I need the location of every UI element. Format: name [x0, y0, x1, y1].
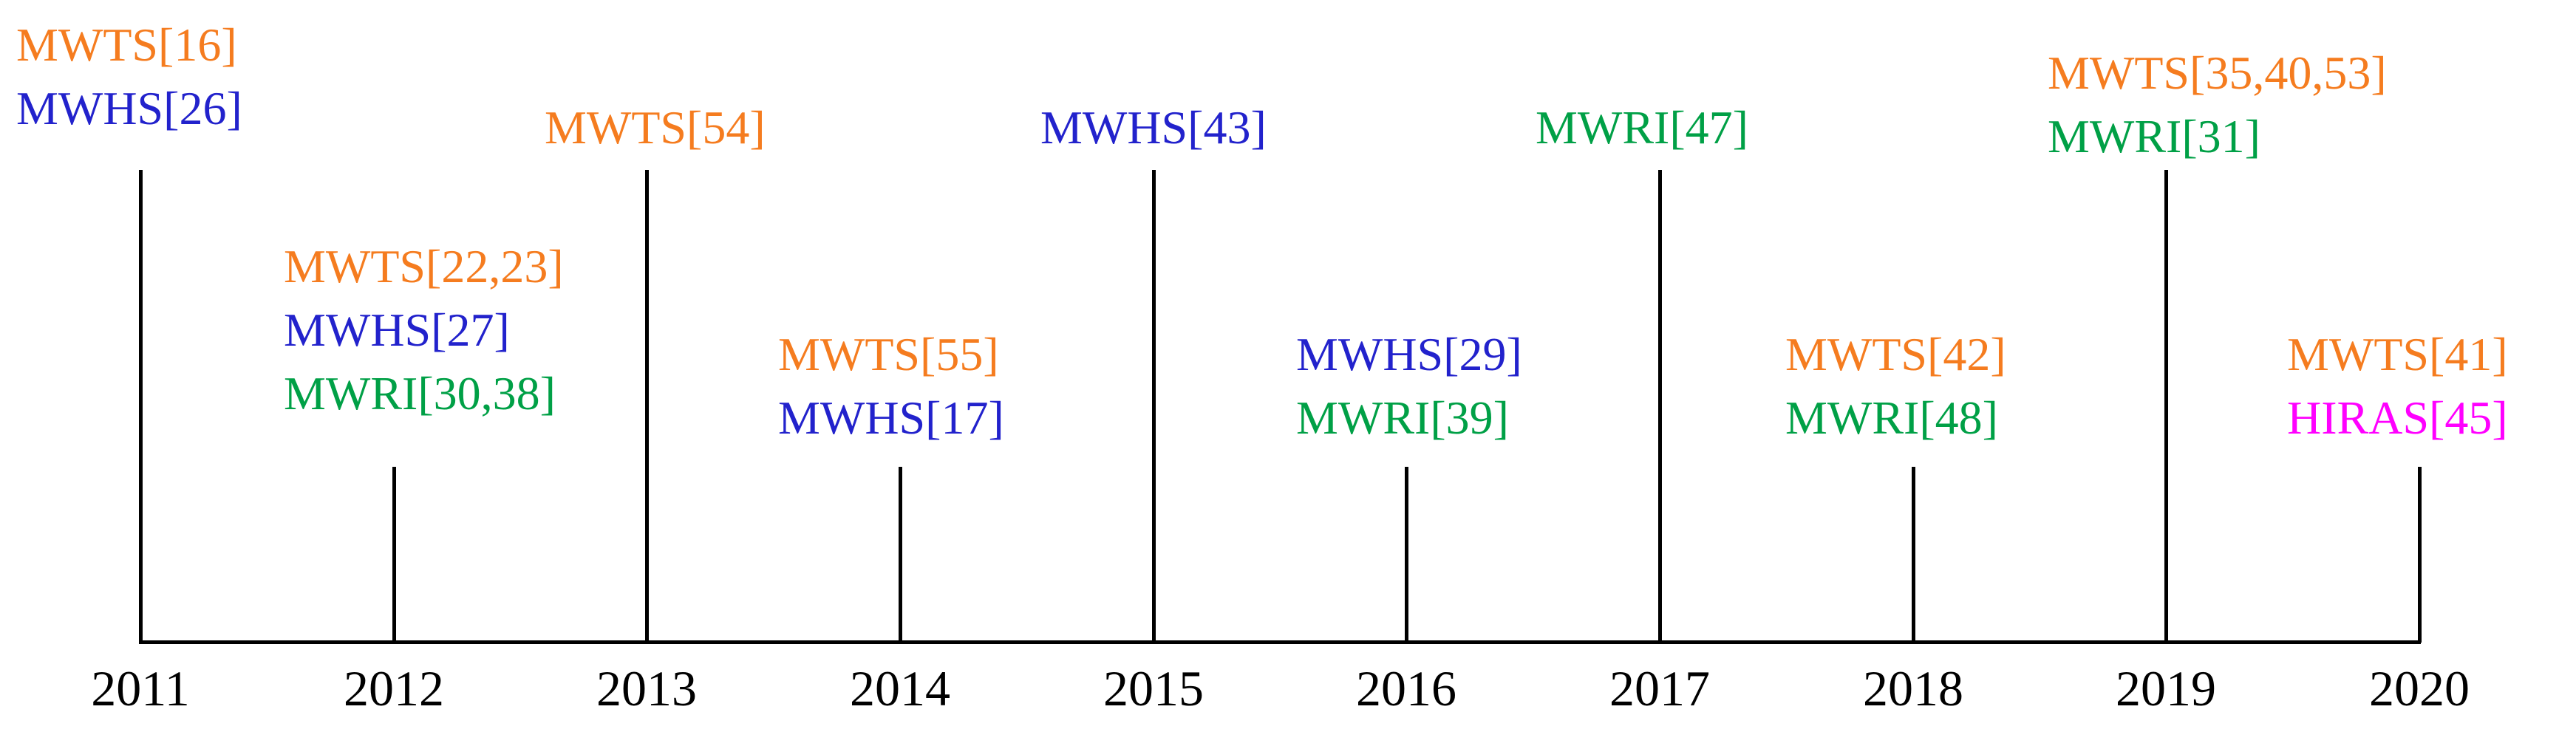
event-labels-2016: MWHS[29] MWRI[39]	[1296, 323, 1522, 450]
timeline-axis	[139, 640, 2421, 644]
event-labels-2018: MWTS[42] MWRI[48]	[1785, 323, 2006, 450]
tick-2019	[2164, 170, 2168, 643]
event-labels-2019: MWTS[35,40,53] MWRI[31]	[2048, 41, 2387, 168]
tick-2020	[2418, 467, 2422, 643]
event-label: MWRI[47]	[1536, 101, 1748, 154]
event-labels-2013: MWTS[54]	[545, 96, 766, 160]
year-label-2012: 2012	[344, 660, 444, 716]
year-label-2016: 2016	[1356, 660, 1456, 716]
event-label: HIRAS[45]	[2287, 391, 2508, 444]
event-label: MWTS[41]	[2287, 328, 2508, 380]
tick-2011	[139, 170, 143, 643]
event-label: MWTS[54]	[545, 101, 766, 154]
tick-2013	[645, 170, 649, 643]
tick-2012	[392, 467, 396, 643]
event-labels-2015: MWHS[43]	[1040, 96, 1267, 160]
year-label-2011: 2011	[91, 660, 190, 716]
event-label: MWRI[30,38]	[284, 367, 556, 420]
year-label-2020: 2020	[2369, 660, 2470, 716]
year-label-2018: 2018	[1863, 660, 1963, 716]
event-label: MWHS[17]	[778, 391, 1004, 444]
event-label: MWTS[42]	[1785, 328, 2006, 380]
year-label-2017: 2017	[1609, 660, 1710, 716]
year-label-2014: 2014	[850, 660, 950, 716]
event-label: MWTS[55]	[778, 328, 999, 380]
event-label: MWTS[16]	[16, 18, 237, 71]
event-labels-2020: MWTS[41] HIRAS[45]	[2287, 323, 2508, 450]
event-labels-2011: MWTS[16] MWHS[26]	[16, 13, 242, 140]
year-label-2013: 2013	[596, 660, 697, 716]
tick-2018	[1912, 467, 1915, 643]
year-label-2015: 2015	[1103, 660, 1204, 716]
event-label: MWTS[22,23]	[284, 240, 564, 292]
event-label: MWRI[48]	[1785, 391, 1998, 444]
tick-2016	[1405, 467, 1408, 643]
event-label: MWHS[26]	[16, 82, 242, 134]
event-labels-2012: MWTS[22,23] MWHS[27] MWRI[30,38]	[284, 235, 564, 425]
event-label: MWRI[31]	[2048, 110, 2260, 162]
event-label: MWHS[29]	[1296, 328, 1522, 380]
tick-2015	[1152, 170, 1156, 643]
tick-2017	[1658, 170, 1662, 643]
event-labels-2017: MWRI[47]	[1536, 96, 1748, 160]
event-label: MWTS[35,40,53]	[2048, 47, 2387, 99]
year-label-2019: 2019	[2116, 660, 2216, 716]
event-labels-2014: MWTS[55] MWHS[17]	[778, 323, 1004, 450]
event-label: MWRI[39]	[1296, 391, 1509, 444]
tick-2014	[899, 467, 902, 643]
event-label: MWHS[27]	[284, 304, 510, 356]
event-label: MWHS[43]	[1040, 101, 1267, 154]
